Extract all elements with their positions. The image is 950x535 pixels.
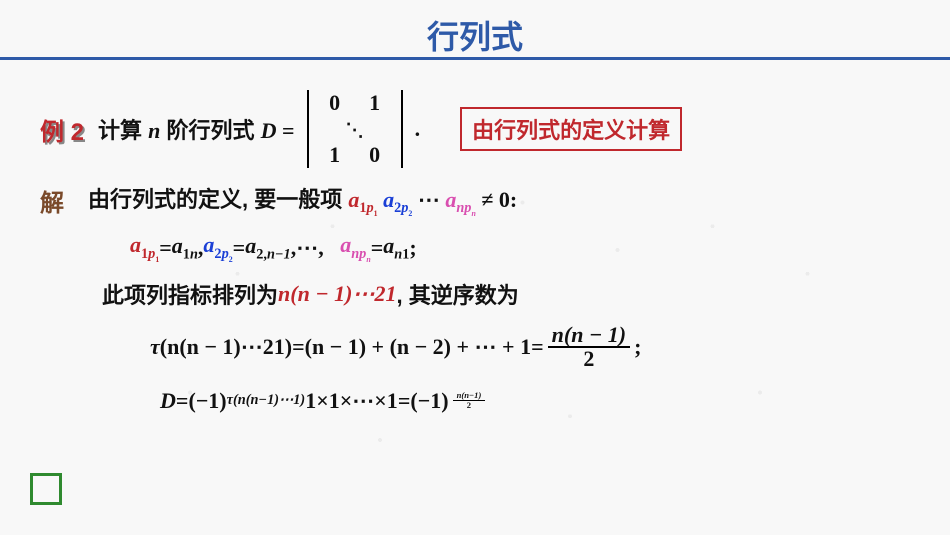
l3-t2: , 其逆序数为 (396, 278, 518, 310)
det-bar-left (307, 90, 309, 168)
det-10: 1 (329, 142, 340, 168)
answer-label: 解 (40, 183, 64, 218)
line2: a1p1 = a1n , a2p2 = a2,n−1 , ⋯, anpn = a… (130, 232, 910, 263)
callout-box: 由行列式的定义计算 (460, 107, 682, 151)
content-area: 例 2 例 2 计算 n 阶行列式 D = 0 1 1 0 . 由行列式的定义计… (0, 60, 950, 448)
l4-num: n(n − 1) (548, 324, 630, 348)
period: . (415, 116, 421, 142)
l5-exp1: τ(n(n−1)⋯1) (227, 392, 306, 409)
l2-an1: an1 (383, 233, 409, 263)
answer-row: 解 由行列式的定义, 要一般项 a1p1 a2p2 ⋯ anpn ≠ 0: (40, 182, 910, 218)
var-n: n (148, 118, 160, 143)
det-bar-right (401, 90, 403, 168)
l1-tail: ≠ 0: (481, 187, 517, 212)
l3-perm: n(n − 1)⋯21 (278, 281, 396, 307)
square-marker-icon (30, 473, 62, 505)
var-D: D (261, 118, 277, 143)
l5-exp2: n(n−1) 2 (449, 391, 490, 409)
l4-rhs1: (n − 1) + (n − 2) + ⋯ + 1 (305, 334, 531, 360)
term-a1p1: a1p1 (348, 187, 383, 212)
l2-eq2: = (233, 235, 246, 261)
l1-t1: 由行列式的定义, 要一般项 (88, 187, 348, 212)
l2-a1n: a1n (172, 233, 198, 263)
det-01: 1 (369, 90, 380, 116)
l4-frac: n(n − 1) 2 (548, 324, 630, 370)
l2-a2nm1: a2,n−1 (245, 233, 291, 263)
prefix: 计算 (98, 118, 148, 143)
l2-dots: ⋯, (296, 235, 324, 261)
l3-t1: 此项列指标排列为 (102, 278, 278, 310)
example-label: 例 2 例 2 (40, 112, 84, 147)
line1: 由行列式的定义, 要一般项 a1p1 a2p2 ⋯ anpn ≠ 0: (88, 182, 517, 218)
det-00: 0 (329, 90, 340, 116)
l4-arg: (n(n − 1)⋯21) (160, 334, 292, 360)
l5-neg1a: (−1) (188, 388, 226, 414)
det-11: 0 (369, 142, 380, 168)
term-a2p2: a2p2 (383, 187, 418, 212)
line4: τ(n(n − 1)⋯21) = (n − 1) + (n − 2) + ⋯ +… (150, 324, 910, 370)
l4-tau: τ (150, 334, 160, 360)
mid: 阶行列式 (160, 118, 260, 143)
l2-a1p1: a1p1 (130, 232, 159, 263)
l5-ones: 1×1×⋯×1 (305, 388, 398, 414)
example-row: 例 2 例 2 计算 n 阶行列式 D = 0 1 1 0 . 由行列式的定义计… (40, 90, 910, 168)
term-anp: anpn (445, 187, 481, 212)
line3: 此项列指标排列为 n(n − 1)⋯21 , 其逆序数为 (102, 278, 910, 310)
l2-a2p2: a2p2 (203, 232, 232, 263)
l2-eq3: = (371, 235, 384, 261)
determinant: 0 1 1 0 (301, 90, 409, 168)
l5-neg1b: (−1) (410, 388, 448, 414)
l5-D: D (160, 388, 176, 414)
eq-sign: = (277, 118, 295, 143)
problem-text: 计算 n 阶行列式 D = (98, 113, 295, 145)
det-dots (346, 116, 364, 142)
l5-eq: = (176, 388, 189, 414)
l4-eq: = (292, 334, 305, 360)
l2-eq1: = (159, 235, 172, 261)
l2-sp (324, 235, 341, 261)
l2-semi: ; (409, 235, 416, 261)
line5: D = (−1)τ(n(n−1)⋯1) 1×1×⋯×1 = (−1) n(n−1… (160, 388, 910, 414)
l5-eq2: = (398, 388, 411, 414)
l4-den: 2 (579, 348, 598, 370)
dots1: ⋯ (418, 187, 446, 212)
det-grid: 0 1 1 0 (315, 90, 395, 168)
l2-anpn: anpn (340, 232, 370, 263)
l4-eq2: = (531, 334, 544, 360)
l4-semi: ; (634, 334, 641, 360)
page-title: 行列式 (0, 12, 950, 58)
title-bar: 行列式 (0, 0, 950, 60)
